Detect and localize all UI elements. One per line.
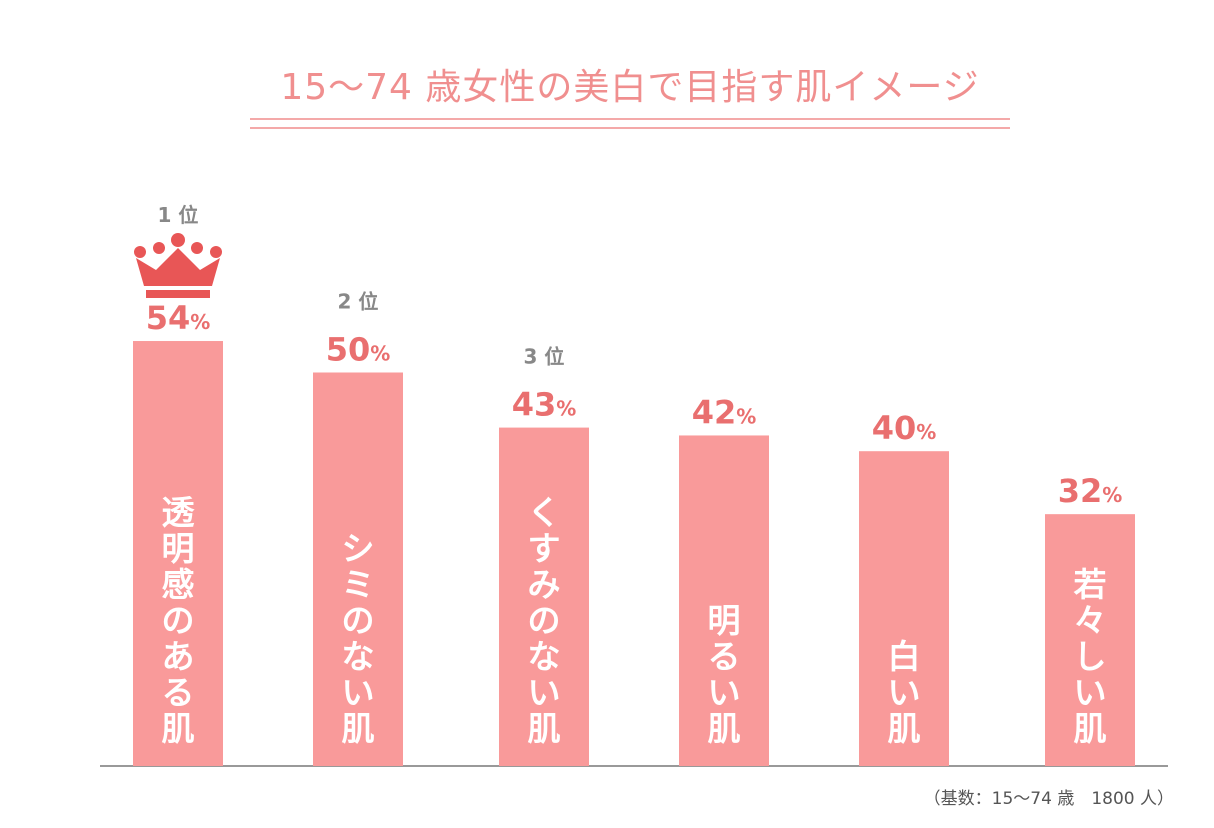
- category-label-char: い: [342, 673, 375, 712]
- rank-label-2: 2 位: [338, 290, 379, 314]
- crown-part: [210, 246, 222, 258]
- category-label-char: あ: [162, 637, 195, 676]
- category-label-char: し: [1074, 637, 1107, 676]
- category-label-char: の: [342, 601, 375, 640]
- rank-label-1: 1 位: [158, 203, 199, 227]
- category-label-char: 肌: [528, 709, 561, 748]
- category-label-char: く: [528, 493, 561, 532]
- bar-2: [313, 372, 403, 766]
- category-label-char: 肌: [1074, 709, 1107, 748]
- category-label-char: す: [528, 529, 561, 568]
- category-label-char: な: [342, 637, 375, 676]
- crown-part: [146, 290, 210, 298]
- crown-part: [171, 233, 185, 247]
- category-label-char: 若: [1074, 565, 1107, 604]
- value-label-2: 50%: [326, 331, 391, 369]
- category-label-char: 感: [162, 565, 195, 604]
- category-label-char: 明: [162, 529, 195, 568]
- category-label-5: 白い肌: [888, 637, 921, 748]
- value-label-4: 42%: [692, 393, 757, 431]
- category-label-char: 肌: [708, 709, 741, 748]
- category-label-char: み: [528, 565, 561, 604]
- bar-6: [1045, 514, 1135, 766]
- category-label-char: い: [528, 673, 561, 712]
- category-label-char: な: [528, 637, 561, 676]
- bar-3: [499, 427, 589, 766]
- value-label-3: 43%: [512, 386, 577, 424]
- category-label-char: 々: [1074, 601, 1107, 640]
- category-label-char: 肌: [888, 709, 921, 748]
- category-label-char: い: [1074, 673, 1107, 712]
- category-label-char: 白: [888, 637, 921, 676]
- category-label-char: の: [528, 601, 561, 640]
- crown-part: [134, 246, 146, 258]
- bar-1: [133, 341, 223, 766]
- crown-icon: [134, 233, 222, 298]
- category-label-char: 肌: [162, 709, 195, 748]
- title-underline-bottom: [250, 127, 1010, 129]
- category-label-char: シ: [342, 529, 375, 568]
- category-label-char: 透: [162, 493, 195, 532]
- category-label-char: る: [708, 637, 741, 676]
- value-label-6: 32%: [1058, 472, 1123, 510]
- category-label-char: い: [888, 673, 921, 712]
- value-label-5: 40%: [872, 409, 937, 447]
- chart-title: 15～74 歳女性の美白で目指す肌イメージ: [280, 67, 980, 108]
- category-label-char: 明: [708, 601, 741, 640]
- category-label-char: の: [162, 601, 195, 640]
- title-underline-top: [250, 118, 1010, 120]
- value-label-1: 54%: [146, 299, 211, 337]
- crown-part: [191, 242, 203, 254]
- rank-label-3: 3 位: [524, 345, 565, 369]
- category-label-char: い: [708, 673, 741, 712]
- category-label-char: る: [162, 673, 195, 712]
- crown-part: [153, 242, 165, 254]
- category-label-char: ミ: [342, 565, 375, 604]
- bar-4: [679, 435, 769, 766]
- bar-5: [859, 451, 949, 766]
- crown-part: [136, 248, 220, 286]
- category-label-char: 肌: [342, 709, 375, 748]
- footnote: （基数：15～74 歳 1800 人）: [923, 789, 1174, 809]
